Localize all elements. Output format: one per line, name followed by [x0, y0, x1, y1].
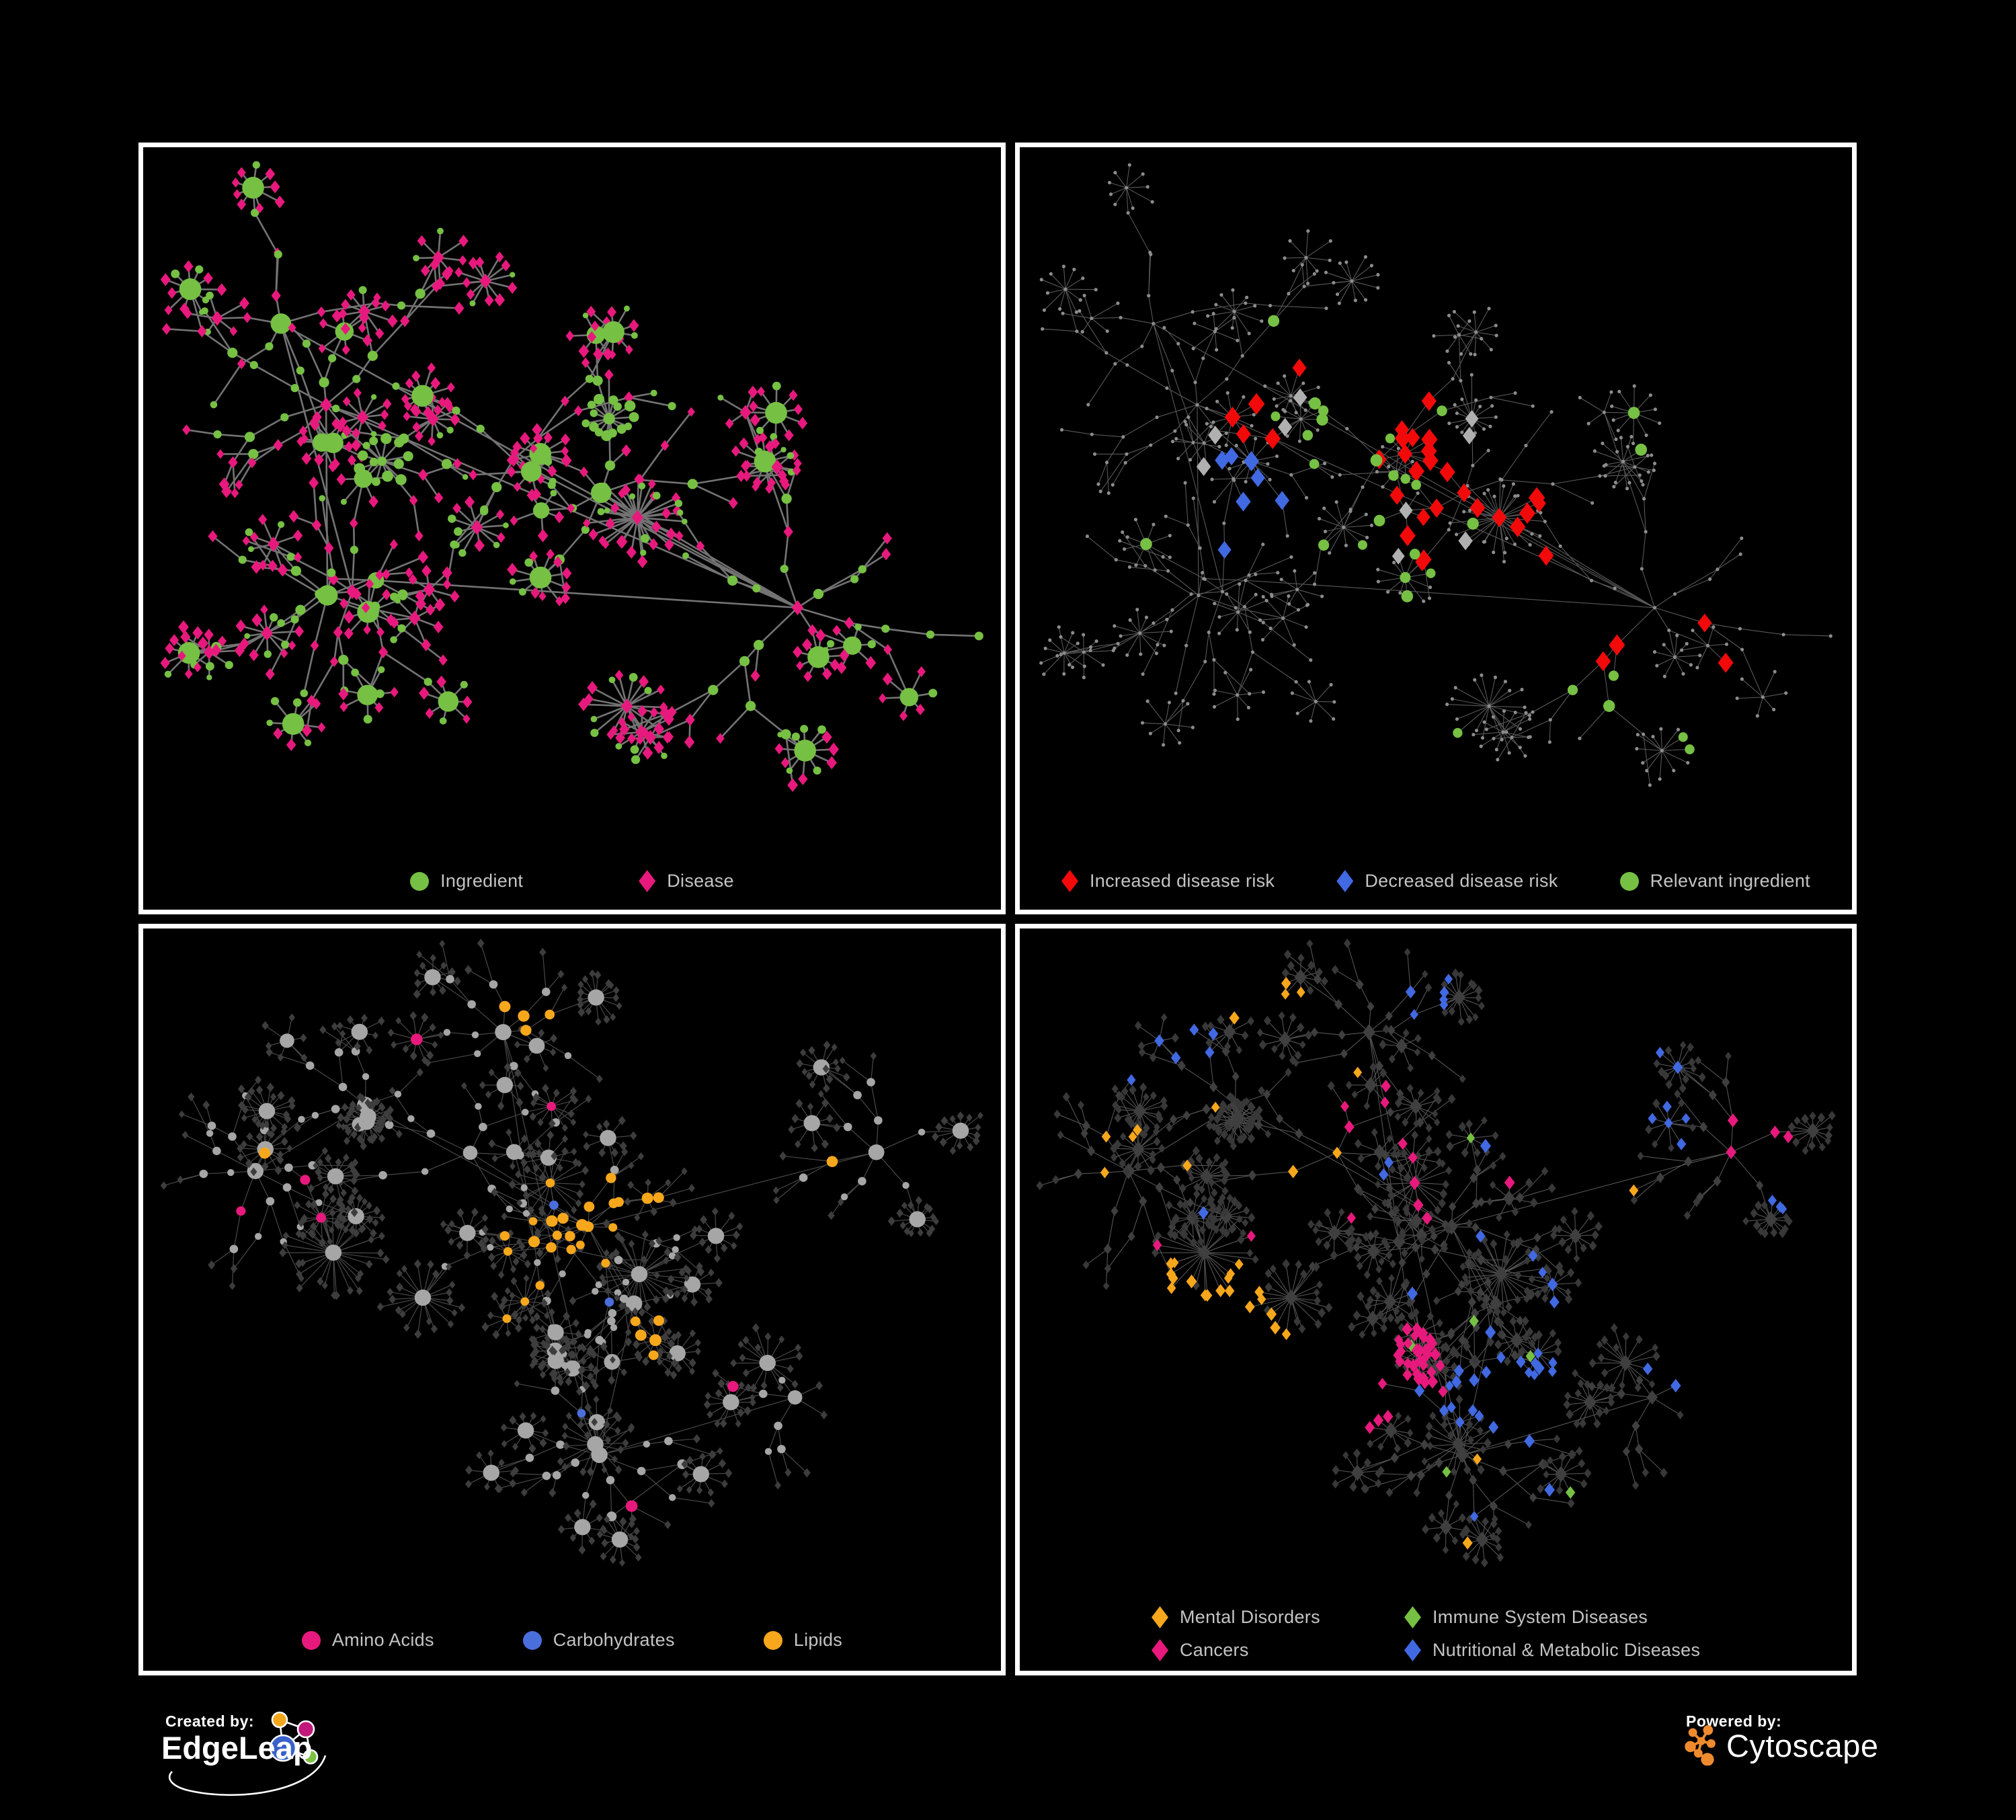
panel-disease-risk-network: Increased disease risk Decreased disease…	[1015, 143, 1857, 914]
edgeleap-node-magenta	[296, 1720, 315, 1739]
amino-acids-marker-icon	[301, 1630, 321, 1650]
legend-item-amino-acids: Amino Acids	[301, 1630, 434, 1651]
edgeleap-node-orange	[271, 1711, 288, 1729]
legend-item-decreased-risk: Decreased disease risk	[1336, 870, 1558, 892]
relevant-ingredient-marker-icon	[1619, 871, 1639, 891]
network-canvas-nutrient-class	[160, 939, 983, 1567]
legend-item-ingredient: Ingredient	[410, 871, 523, 892]
legend-item-nutritional-metabolic: Nutritional & Metabolic Diseases	[1404, 1639, 1700, 1661]
legend-label: Decreased disease risk	[1365, 871, 1558, 891]
panel-disease-class-network: Mental Disorders Immune System Diseases …	[1015, 924, 1857, 1675]
edgeleap-node-blue	[269, 1734, 297, 1762]
legend-label: Amino Acids	[331, 1630, 434, 1650]
legend-label: Cancers	[1180, 1640, 1249, 1660]
legend-item-lipids: Lipids	[763, 1630, 843, 1651]
legend-item-cancers: Cancers	[1152, 1639, 1249, 1661]
legend-label: Nutritional & Metabolic Diseases	[1433, 1640, 1701, 1660]
legend-nutrient-class: Amino Acids Carbohydrates Lipids	[143, 1630, 1001, 1651]
decreased-risk-marker-icon	[1336, 870, 1354, 892]
legend-label: Mental Disorders	[1180, 1607, 1320, 1627]
legend-item-disease: Disease	[639, 870, 734, 892]
created-by-label: Created by:	[165, 1712, 255, 1730]
increased-risk-marker-icon	[1061, 870, 1078, 892]
legend-label: Carbohydrates	[553, 1630, 675, 1650]
network-canvas-disease-risk	[1039, 163, 1832, 787]
legend-label: Relevant ingredient	[1650, 871, 1810, 891]
edgeleap-network-icon	[269, 1711, 319, 1765]
legend-item-relevant-ingredient: Relevant ingredient	[1619, 871, 1810, 892]
legend-disease-risk: Increased disease risk Decreased disease…	[1020, 870, 1852, 892]
cytoscape-wordmark: Cytoscape	[1726, 1727, 1879, 1764]
legend-item-carbohydrates: Carbohydrates	[522, 1630, 675, 1651]
edgeleap-swoosh	[168, 1755, 327, 1796]
legend-item-increased-risk: Increased disease risk	[1061, 870, 1275, 892]
mental-disorders-marker-icon	[1152, 1606, 1168, 1628]
legend-label: Lipids	[793, 1630, 843, 1650]
nutritional-metabolic-marker-icon	[1404, 1639, 1421, 1661]
edgeleap-node-green	[303, 1749, 319, 1765]
legend-label: Increased disease risk	[1090, 871, 1275, 891]
legend-disease-class: Mental Disorders Immune System Diseases …	[1020, 1606, 1852, 1661]
powered-by-label: Powered by:	[1686, 1712, 1782, 1730]
legend-label: Ingredient	[440, 871, 524, 891]
cytoscape-network-icon	[1685, 1725, 1716, 1766]
legend-item-mental-disorders: Mental Disorders	[1152, 1606, 1320, 1628]
legend-label: Disease	[667, 871, 734, 891]
panel-nutrient-class-network: Amino Acids Carbohydrates Lipids	[138, 924, 1006, 1675]
legend-ingredient-disease: Ingredient Disease	[143, 870, 1001, 892]
edgeleap-wordmark: EdgeLeap	[161, 1730, 313, 1766]
edgeleap-logo: EdgeLeap	[161, 1711, 327, 1796]
cytoscape-logo: Cytoscape	[1683, 1725, 1879, 1766]
panel-ingredient-disease-network: Ingredient Disease	[138, 143, 1006, 914]
legend-label: Immune System Diseases	[1433, 1607, 1648, 1627]
carbohydrates-marker-icon	[522, 1630, 542, 1650]
network-canvas-ingredient-disease	[160, 161, 983, 792]
network-canvas-disease-class	[1036, 939, 1836, 1568]
lipids-marker-icon	[763, 1630, 782, 1650]
immune-diseases-marker-icon	[1404, 1606, 1421, 1628]
legend-item-immune-diseases: Immune System Diseases	[1404, 1606, 1648, 1628]
disease-marker-icon	[639, 870, 656, 892]
ingredient-marker-icon	[410, 871, 430, 891]
cancers-marker-icon	[1152, 1639, 1168, 1661]
